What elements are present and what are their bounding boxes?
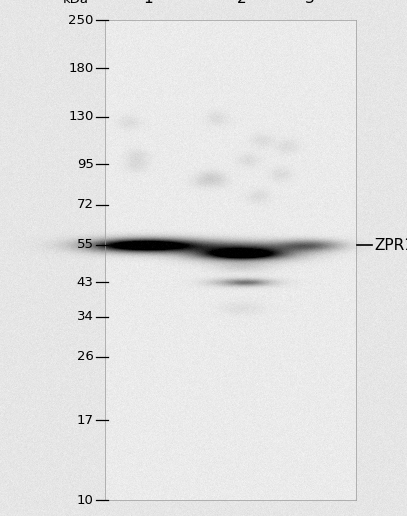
- Text: 95: 95: [77, 157, 94, 170]
- Text: 250: 250: [68, 13, 94, 26]
- Text: 180: 180: [68, 61, 94, 74]
- Text: 1: 1: [144, 0, 153, 6]
- Text: 17: 17: [77, 413, 94, 427]
- Text: ZPR1: ZPR1: [374, 237, 407, 252]
- Text: 26: 26: [77, 350, 94, 363]
- Text: 55: 55: [77, 238, 94, 251]
- Text: 10: 10: [77, 493, 94, 507]
- Text: kDa: kDa: [63, 0, 89, 6]
- Text: 2: 2: [237, 0, 247, 6]
- Text: 72: 72: [77, 199, 94, 212]
- Text: 34: 34: [77, 311, 94, 324]
- Text: 130: 130: [68, 110, 94, 123]
- Text: 3: 3: [304, 0, 314, 6]
- Text: 43: 43: [77, 276, 94, 288]
